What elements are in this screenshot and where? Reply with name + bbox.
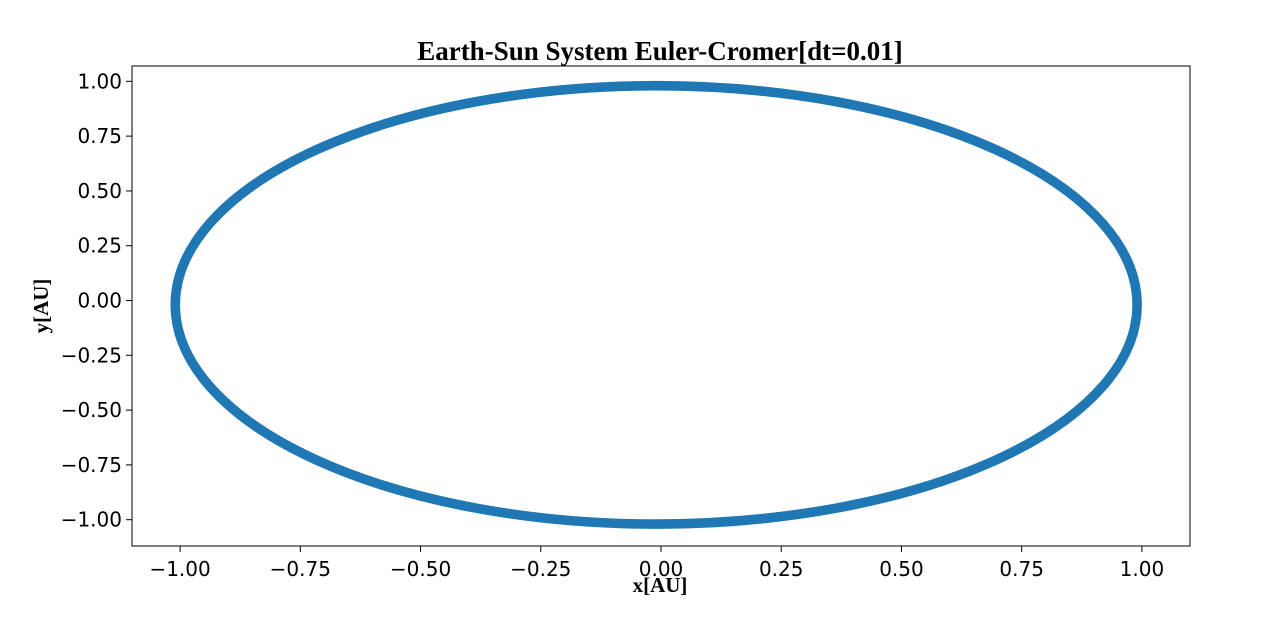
x-tick-label: −1.00 [149, 557, 210, 581]
chart-title: Earth-Sun System Euler-Cromer[dt=0.01] [417, 36, 903, 66]
x-tick-label: −0.25 [510, 557, 571, 581]
x-tick-label: −0.50 [390, 557, 451, 581]
y-tick-label: −0.50 [61, 398, 122, 422]
y-tick-label: 1.00 [77, 69, 122, 93]
y-tick-label: 0.75 [77, 124, 122, 148]
y-tick-label: −0.25 [61, 343, 122, 367]
x-tick-label: 0.50 [879, 557, 924, 581]
y-axis-ticks: 1.00 0.75 0.50 0.25 0.00 −0.25 −0.50 −0.75 −1.00 [61, 69, 132, 532]
x-tick-label: 0.25 [759, 557, 804, 581]
y-axis-label: y[AU] [29, 279, 53, 334]
x-tick-label: 0.00 [639, 557, 684, 581]
x-tick-label: −0.75 [270, 557, 331, 581]
y-tick-label: 0.00 [77, 289, 122, 313]
x-tick-label: 1.00 [1120, 557, 1165, 581]
y-tick-label: 0.50 [77, 179, 122, 203]
x-tick-label: 0.75 [999, 557, 1044, 581]
y-tick-label: −0.75 [61, 453, 122, 477]
orbit-path-0 [170, 80, 1142, 529]
x-axis-ticks: −1.00 −0.75 −0.50 −0.25 0.00 0.25 0.50 0.75 1.00 [149, 546, 1164, 581]
y-tick-label: −1.00 [61, 508, 122, 532]
plot-area [170, 80, 1142, 529]
y-tick-label: 0.25 [77, 234, 122, 258]
plot-frame [131, 65, 1191, 547]
x-axis-label: x[AU] [633, 573, 688, 597]
